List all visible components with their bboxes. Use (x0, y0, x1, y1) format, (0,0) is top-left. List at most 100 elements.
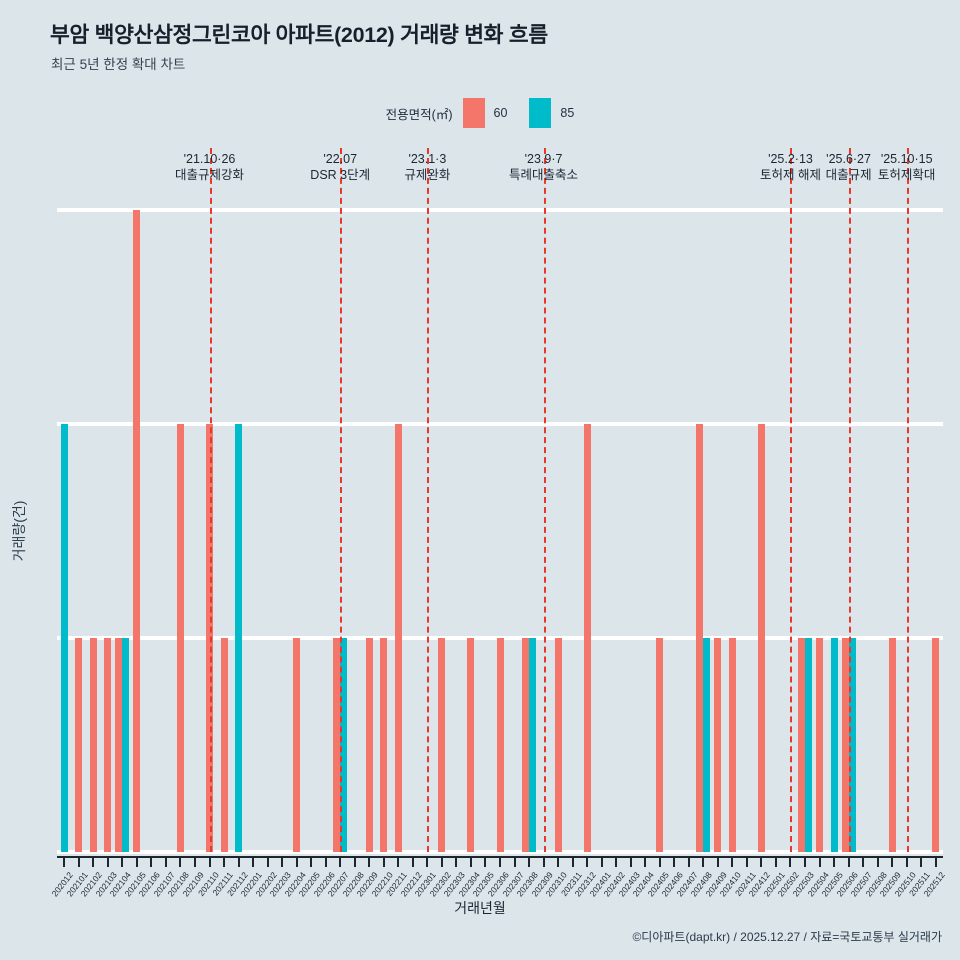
bar-60 (394, 424, 402, 852)
x-tick (353, 858, 356, 867)
event-date: '25.10·15 (880, 152, 933, 166)
event-annotation: '25.2·13 토허제 해제 (760, 152, 821, 184)
event-text: 토허제확대 (877, 168, 936, 182)
bar-85 (848, 638, 856, 852)
bar-85 (703, 638, 711, 852)
x-tick (77, 858, 80, 867)
x-tick (513, 858, 516, 867)
x-tick (397, 858, 400, 867)
x-tick (121, 858, 124, 867)
bar-85 (60, 424, 68, 852)
event-date: '22.07 (323, 152, 358, 166)
page-subtitle: 최근 5년 한정 확대 차트 (51, 57, 186, 72)
x-tick (876, 858, 879, 867)
bar-85 (529, 638, 537, 852)
bar-60 (757, 424, 765, 852)
bar-60 (888, 638, 896, 852)
x-tick (673, 858, 676, 867)
x-tick (106, 858, 109, 867)
event-line (340, 148, 343, 852)
event-annotation: '23.9·7 특례대출축소 (509, 152, 578, 184)
event-annotation: '25.10·15 토허제확대 (878, 152, 936, 184)
event-line (543, 148, 546, 852)
y-gridline (57, 422, 943, 426)
x-tick (760, 858, 763, 867)
event-annotation: '23.1·3 규제완화 (404, 152, 450, 184)
bar-60 (496, 638, 504, 852)
event-text: 토허제 해제 (759, 168, 821, 182)
y-gridline (57, 208, 943, 212)
event-date: '25.2·13 (768, 152, 813, 166)
footer-credit: ©디아파트(dapt.kr) / 2025.12.27 / 자료=국토교통부 실… (632, 930, 942, 944)
bar-85 (235, 424, 243, 852)
bar-60 (522, 638, 530, 852)
x-tick (223, 858, 226, 867)
bar-85 (340, 638, 348, 852)
x-tick (339, 858, 342, 867)
bar-60 (115, 638, 123, 852)
legend-swatch-60 (462, 98, 485, 128)
x-tick (499, 858, 501, 867)
event-line (209, 148, 212, 852)
bar-60 (293, 638, 301, 852)
event-annotation: '22.07 DSR 3단계 (310, 152, 370, 184)
legend-label-60: 60 (493, 106, 508, 120)
legend-label-85: 85 (560, 106, 575, 120)
bar-60 (176, 424, 184, 852)
bar-60 (932, 638, 940, 852)
page-title: 부암 백양산삼정그린코아 아파트(2012) 거래량 변화 흐름 (50, 23, 548, 47)
x-tick (252, 858, 255, 867)
x-tick (266, 858, 269, 867)
x-axis-line (57, 856, 943, 858)
x-tick (484, 858, 487, 867)
bar-60 (104, 638, 112, 852)
x-tick (571, 858, 574, 867)
x-tick (135, 858, 138, 867)
x-tick (687, 858, 690, 867)
legend-title: 전용면적(㎡) (385, 107, 453, 122)
x-tick (891, 858, 894, 867)
x-tick (63, 858, 66, 867)
event-line (848, 148, 851, 852)
x-tick (833, 858, 836, 867)
x-tick (658, 858, 661, 867)
event-line (427, 148, 430, 852)
x-tick (324, 858, 327, 867)
x-tick (586, 858, 589, 867)
x-tick (295, 858, 298, 867)
y-gridline (57, 850, 943, 854)
bar-60 (656, 638, 664, 852)
event-line (906, 148, 909, 852)
event-text: 특례대출축소 (509, 168, 579, 182)
x-tick (920, 858, 923, 867)
event-text: 규제완화 (404, 168, 451, 182)
bar-60 (438, 638, 446, 852)
event-date: '25.6·27 (826, 152, 871, 166)
y-axis-title: 거래량(건) (11, 500, 27, 562)
x-tick (368, 858, 371, 867)
bar-85 (830, 638, 838, 852)
x-tick (440, 858, 443, 867)
x-tick (208, 858, 211, 867)
event-date: '23.9·7 (524, 152, 563, 166)
x-tick (150, 858, 153, 867)
x-tick (862, 858, 865, 867)
x-tick (644, 858, 647, 867)
x-tick (745, 858, 748, 867)
event-annotation: '25.6·27 대출규제 (826, 152, 872, 184)
bar-60 (798, 638, 806, 852)
chart-legend: 전용면적(㎡) 60 85 (0, 98, 960, 128)
x-tick (629, 858, 632, 867)
x-tick (615, 858, 618, 867)
x-tick (411, 858, 414, 867)
event-annotation: '21.10·26 대출규제강화 (175, 152, 244, 184)
x-tick (557, 858, 560, 867)
bar-60 (554, 638, 562, 852)
x-tick (702, 858, 705, 867)
x-tick (237, 858, 240, 867)
event-date: '23.1·3 (408, 152, 447, 166)
bar-85 (805, 638, 813, 852)
x-tick (847, 858, 850, 867)
